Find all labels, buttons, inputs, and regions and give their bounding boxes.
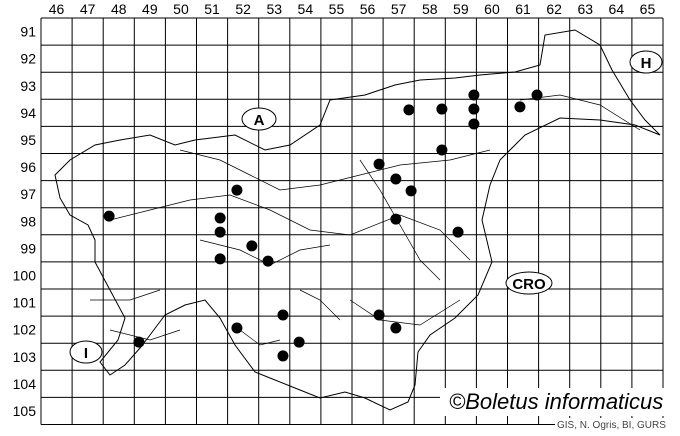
record-dot [468,103,480,115]
column-label: 65 [640,1,656,17]
column-label: 51 [204,1,220,17]
row-label: 99 [20,240,36,256]
record-dot [531,89,543,101]
column-label: 61 [515,1,531,17]
row-label: 96 [20,159,36,175]
column-label: 59 [453,1,469,17]
column-label: 62 [546,1,562,17]
column-label: 56 [360,1,376,17]
record-dot [390,213,402,225]
record-dot [452,226,464,238]
record-dot [373,158,385,170]
record-dot [390,322,402,334]
record-dot [468,89,480,101]
svg-text:A: A [254,112,265,129]
column-label: 52 [235,1,251,17]
record-dot [214,212,226,224]
column-labels: 46 47 48 49 50 51 52 53 54 55 56 57 58 59 60 61 62 63 64 65 [49,1,656,17]
record-dot [436,103,448,115]
column-label: 64 [609,1,625,17]
record-dot [293,336,305,348]
country-label-italy: I [69,340,103,364]
row-labels: 91 92 93 94 95 96 97 98 99 100 101 102 103 104 105 [13,24,37,419]
country-label-croatia: CRO [505,271,553,295]
copyright-credit: ©Boletus informaticus [449,389,663,414]
column-label: 54 [298,1,314,17]
slovenia-border [54,29,661,411]
column-label: 57 [391,1,407,17]
row-label: 100 [13,267,37,283]
country-label-austria: A [241,107,277,131]
row-label: 98 [20,213,36,229]
record-dot [390,173,402,185]
row-label: 92 [20,51,36,67]
column-label: 53 [266,1,282,17]
svg-text:I: I [84,345,88,362]
column-label: 50 [173,1,189,17]
column-label: 49 [142,1,158,17]
grid-lines [40,17,664,425]
column-label: 60 [484,1,500,17]
column-label: 58 [422,1,438,17]
column-label: 46 [49,1,65,17]
record-dots [103,89,543,362]
svg-text:CRO: CRO [512,276,546,293]
record-dot [231,322,243,334]
record-dot [214,226,226,238]
column-label: 63 [577,1,593,17]
record-dot [214,253,226,265]
row-label: 94 [20,105,36,121]
row-label: 104 [13,376,37,392]
column-label: 55 [329,1,345,17]
rivers [90,94,641,346]
svg-text:H: H [641,55,652,72]
row-label: 93 [20,78,36,94]
row-label: 101 [13,295,37,311]
row-label: 105 [13,403,37,419]
row-label: 97 [20,186,36,202]
record-dot [436,144,448,156]
record-dot [405,185,417,197]
record-dot [514,101,526,113]
record-dot [133,336,145,348]
row-label: 91 [20,24,36,40]
row-label: 102 [13,322,37,338]
row-label: 103 [13,349,37,365]
record-dot [262,255,274,267]
record-dot [373,309,385,321]
record-dot [246,240,258,252]
row-label: 95 [20,132,36,148]
record-dot [468,118,480,130]
data-source: GIS, N. Ogris, BI, GURS [557,420,666,431]
column-label: 48 [111,1,127,17]
record-dot [403,104,415,116]
record-dot [231,184,243,196]
country-label-hungary: H [629,50,663,74]
column-label: 47 [80,1,96,17]
record-dot [277,309,289,321]
record-dot [103,210,115,222]
record-dot [277,350,289,362]
